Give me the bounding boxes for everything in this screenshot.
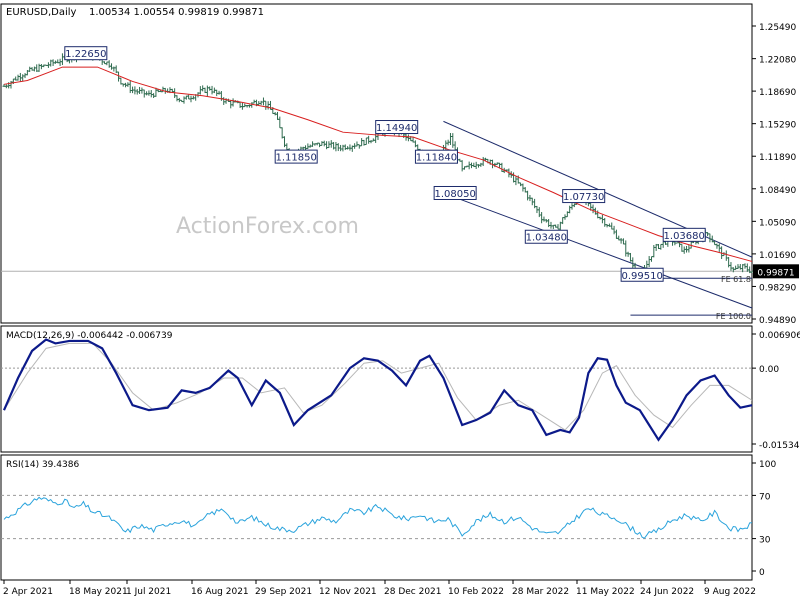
price-axis-tick-label: 1.01690 <box>759 251 796 261</box>
rsi-line[interactable] <box>3 496 753 539</box>
pivot-label[interactable]: 1.11850 <box>274 149 318 164</box>
price-axis-tick-label: 0.94890 <box>759 316 796 326</box>
rsi-axis-tick-label: 0 <box>759 568 765 578</box>
pivot-label-text: 1.22650 <box>65 49 106 60</box>
pivot-label-box <box>620 267 664 282</box>
pivot-label-box <box>562 189 606 204</box>
pivot-label-text: 1.08050 <box>434 189 475 200</box>
ohlc-readout: 1.00534 1.00554 0.99819 0.99871 <box>89 7 264 18</box>
channel-lower-line[interactable] <box>443 192 753 309</box>
date-axis-tick-label: 9 Aug 2022 <box>704 587 756 597</box>
pivot-label-text: 1.11850 <box>276 153 317 164</box>
pivot-label[interactable]: 1.03480 <box>524 229 568 244</box>
date-axis-tick-label: 10 Feb 2022 <box>448 587 504 597</box>
macd-axis-tick-label: 0.00 <box>759 365 779 375</box>
date-axis-tick-label: 28 Dec 2021 <box>384 587 442 597</box>
symbol-label: EURUSD,Daily <box>6 7 77 18</box>
date-axis-tick-label: 2 Apr 2021 <box>3 587 53 597</box>
macd-signal-line[interactable] <box>3 342 753 431</box>
date-axis-tick-label: 11 May 2022 <box>576 587 635 597</box>
fibonacci-level-label: FE 61.8 <box>721 275 751 284</box>
pivot-label-box <box>274 149 318 164</box>
rsi-axis-tick-label: 30 <box>759 536 771 546</box>
price-axis-tick-label: 1.15290 <box>759 121 796 131</box>
pivot-label[interactable]: 0.99510 <box>620 267 664 282</box>
pivot-label-text: 0.99510 <box>621 271 662 282</box>
moving-average-line[interactable] <box>3 66 753 262</box>
pivot-label-box <box>662 227 706 242</box>
fibonacci-level-label: FE 100.0 <box>716 312 751 321</box>
pivot-label-text: 1.07730 <box>563 192 604 203</box>
rsi-axis-tick-label: 70 <box>759 492 771 502</box>
macd-line[interactable] <box>2 338 753 442</box>
macd-axis-tick-label: -0.015348 <box>759 441 800 451</box>
pivot-label[interactable]: 1.07730 <box>562 189 606 204</box>
pivot-label-text: 1.14940 <box>376 123 417 134</box>
pivot-label[interactable]: 1.14940 <box>375 120 419 135</box>
price-axis-tick-label: 1.18690 <box>759 88 796 98</box>
pivot-label[interactable]: 1.22650 <box>64 46 108 61</box>
rsi-axis-tick-label: 100 <box>759 460 776 470</box>
price-axis-tick-label: 0.98290 <box>759 283 796 293</box>
price-axis-tick-label: 1.11890 <box>759 153 796 163</box>
pivot-label[interactable]: 1.08050 <box>433 185 477 200</box>
price-axis-tick-label: 1.25490 <box>759 23 796 33</box>
date-axis-tick-label: 24 Jun 2022 <box>640 587 694 597</box>
pivot-label-box <box>64 46 108 61</box>
date-axis-tick-label: 12 Nov 2021 <box>319 587 377 597</box>
date-axis-tick-label: 28 Mar 2022 <box>512 587 569 597</box>
pivot-label[interactable]: 1.11840 <box>414 149 458 164</box>
pivot-label-box <box>375 120 419 135</box>
price-axis-tick-label: 1.22080 <box>759 56 796 66</box>
price-axis-tick-label: 1.05090 <box>759 218 796 228</box>
date-axis-tick-label: 29 Sep 2021 <box>255 587 312 597</box>
macd-panel-frame <box>0 325 753 453</box>
pivot-label-text: 1.11840 <box>416 153 457 164</box>
pivot-label[interactable]: 1.03680 <box>662 227 706 242</box>
last-price-badge <box>753 264 799 279</box>
pivot-label-box <box>524 229 568 244</box>
macd-axis-tick-label: 0.006906 <box>759 331 800 341</box>
pivot-label-text: 1.03480 <box>526 233 567 244</box>
rsi-title: RSI(14) 39.4386 <box>6 460 79 470</box>
last-price-badge-text: 0.99871 <box>757 268 794 278</box>
date-axis-tick-label: 18 May 2021 <box>69 587 128 597</box>
watermark-text: ActionForex.com <box>176 214 359 239</box>
pivot-label-box <box>433 185 477 200</box>
pivot-label-box <box>414 149 458 164</box>
date-axis-tick-label: 1 Jul 2021 <box>126 587 171 597</box>
rsi-panel-frame <box>0 454 753 581</box>
pivot-label-text: 1.03680 <box>664 231 705 242</box>
price-axis-tick-label: 1.08490 <box>759 186 796 196</box>
date-axis-tick-label: 16 Aug 2021 <box>191 587 249 597</box>
macd-title: MACD(12,26,9) -0.006442 -0.006739 <box>6 331 173 341</box>
